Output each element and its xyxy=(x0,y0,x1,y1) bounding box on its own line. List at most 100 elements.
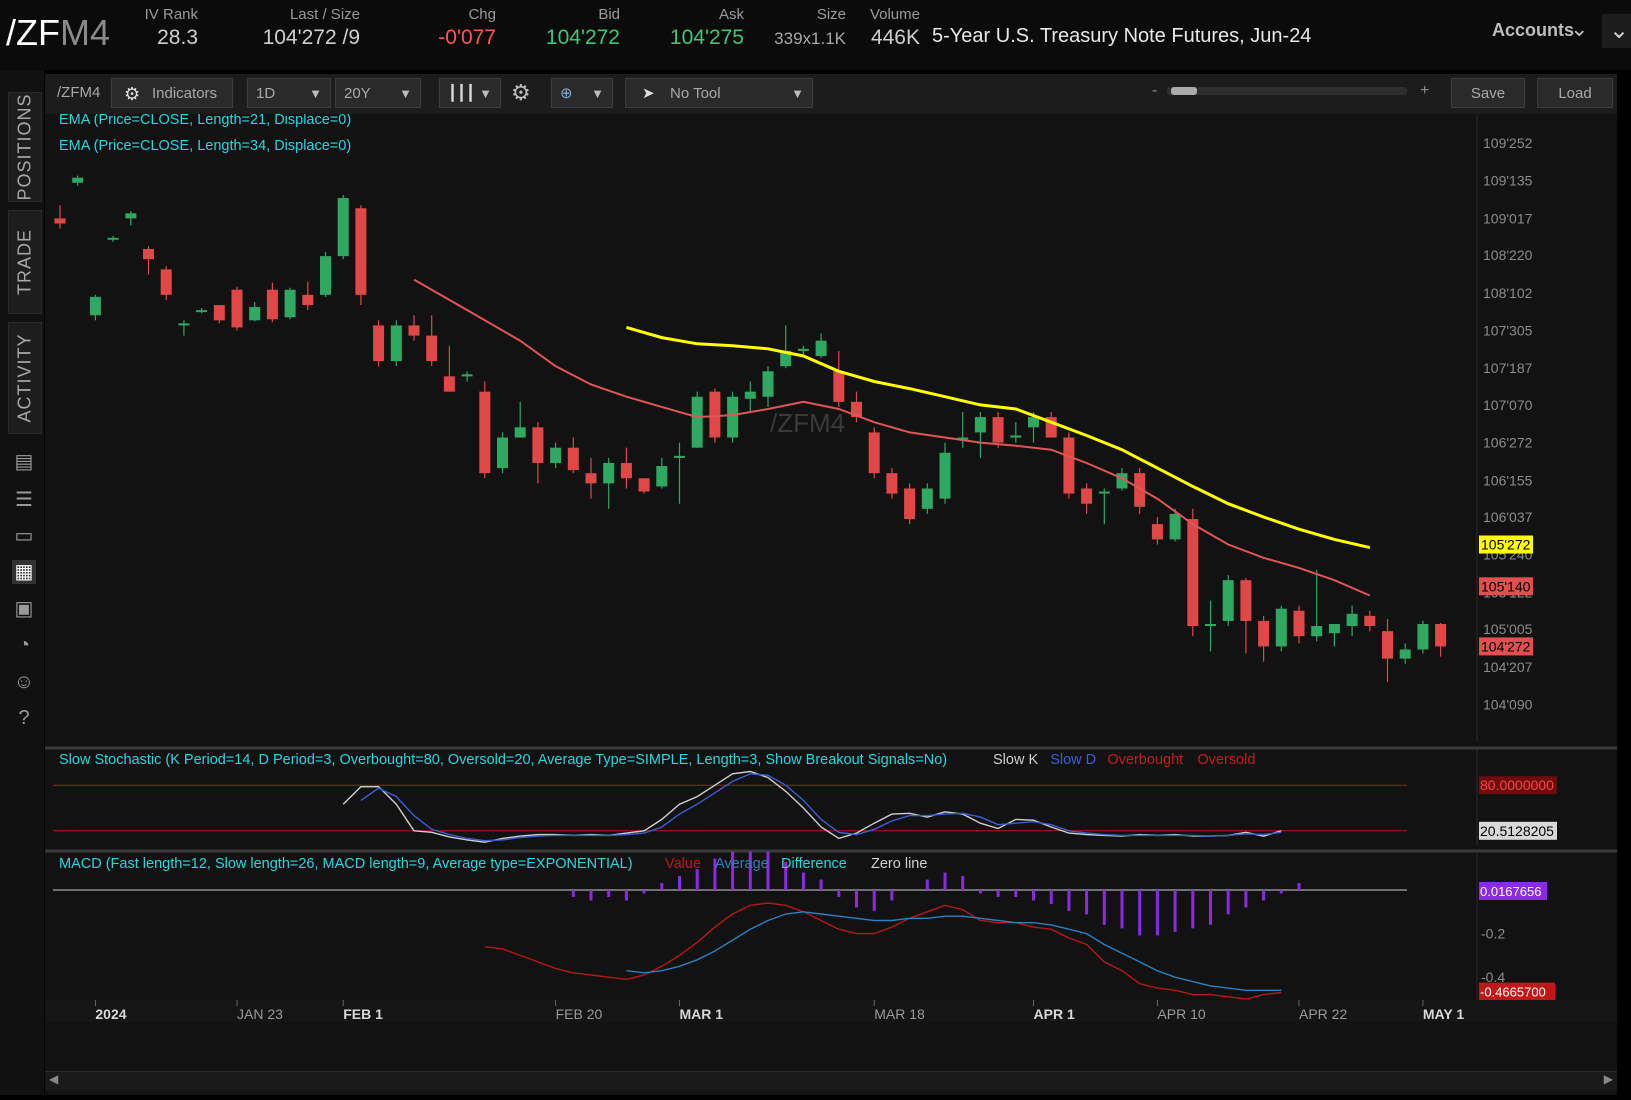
candle-body xyxy=(1063,437,1075,494)
price-tick-label: 107'305 xyxy=(1483,323,1533,339)
tab-trade[interactable]: TRADE xyxy=(8,210,42,314)
candle-body xyxy=(727,396,739,438)
symbol-root: /ZF xyxy=(6,12,60,53)
candle-body xyxy=(939,452,951,499)
x-tick-label: MAR 18 xyxy=(874,1006,925,1022)
last-price-badge xyxy=(1479,577,1533,596)
ema21-line xyxy=(413,278,1371,597)
help-icon[interactable]: ? xyxy=(18,707,30,729)
tv-icon[interactable]: ▭ xyxy=(14,525,34,547)
candle-body xyxy=(373,325,385,362)
candle-body xyxy=(426,335,438,362)
candle-body xyxy=(461,374,473,377)
list-icon[interactable]: ☰ xyxy=(15,489,33,511)
tab-positions[interactable]: POSITIONS xyxy=(8,92,42,202)
candle-body xyxy=(1240,580,1252,621)
horizontal-scrollbar[interactable]: ◀ ▶ xyxy=(45,1071,1617,1090)
tool-value: No Tool xyxy=(670,85,721,102)
symbol-watermark: /ZFM4 xyxy=(770,408,846,438)
candle-body xyxy=(1169,513,1181,540)
grid-chart-icon[interactable]: ▦ xyxy=(12,560,36,584)
accounts-chevron-icon[interactable]: ⌄ xyxy=(1570,16,1589,41)
drawing-set-select[interactable]: ⊕ ▼ xyxy=(551,78,613,108)
ema34-line xyxy=(625,325,1371,550)
bid-value[interactable]: 104'272 xyxy=(545,26,620,49)
scroll-left-icon[interactable]: ◀ xyxy=(49,1072,59,1086)
tiles-icon[interactable]: ▣ xyxy=(14,598,34,620)
price-tick-label: 106'037 xyxy=(1483,509,1533,525)
candle-body xyxy=(1187,519,1199,627)
gauge-icon[interactable]: ◔ xyxy=(17,634,31,656)
indicators-button[interactable]: ⚙ Indicators xyxy=(111,78,233,108)
chart-area[interactable]: 109'252 109'135 109'017 108'220 108'102 107'3… xyxy=(45,112,1617,1095)
chart-doc-icon[interactable]: ▤ xyxy=(14,451,34,473)
macd-legend-item: Value xyxy=(665,856,701,872)
candle-body xyxy=(762,371,774,397)
candle-body xyxy=(249,307,261,321)
candle-body xyxy=(797,348,809,351)
price-tick-label: 104'207 xyxy=(1483,659,1533,675)
candle-body xyxy=(72,177,84,183)
x-tick-label: MAY 1 xyxy=(1423,1006,1464,1022)
tab-activity[interactable]: ACTIVITY xyxy=(8,322,42,434)
last-price-text: 104'272 xyxy=(1481,638,1531,654)
save-button[interactable]: Save xyxy=(1451,78,1525,108)
timeframe-value: 20Y xyxy=(344,85,371,102)
candle-body xyxy=(620,462,632,479)
bid-label: Bid xyxy=(598,6,620,23)
macd-average-line xyxy=(626,911,1282,991)
candle-body xyxy=(1045,417,1057,438)
quote-header: /ZFM4 IV Rank 28.3 Last / Size 104'272 /9 … xyxy=(0,0,1631,70)
price-panel-bg xyxy=(45,114,1617,742)
macd-title: MACD (Fast length=12, Slow length=26, MA… xyxy=(59,856,633,872)
chevron-down-icon: ▼ xyxy=(479,86,492,101)
gear-icon[interactable]: ⚙ xyxy=(511,80,531,105)
tool-select[interactable]: ➤ No Tool ▼ xyxy=(625,78,813,108)
symbol-title[interactable]: /ZFM4 xyxy=(6,12,110,54)
x-tick-label: APR 10 xyxy=(1157,1006,1205,1022)
stoch-ob-badge xyxy=(1479,776,1557,795)
ask-value[interactable]: 104'275 xyxy=(669,26,744,49)
people-icon[interactable]: ☺ xyxy=(13,671,35,693)
stoch-slow-d-line xyxy=(360,773,1282,842)
chevron-down-icon: ⌄ xyxy=(1609,17,1630,44)
candle-body xyxy=(585,473,597,484)
candle-body xyxy=(443,376,455,392)
price-tick-label: 105'005 xyxy=(1483,621,1533,637)
size-label: Size xyxy=(816,6,846,23)
chart-canvas[interactable]: 109'252 109'135 109'017 108'220 108'102 107'3… xyxy=(45,112,1617,1095)
macd-value-badge xyxy=(1479,982,1555,1001)
volume-value: 446K xyxy=(870,26,920,49)
macd-panel: MACD (Fast length=12, Slow length=26, MA… xyxy=(45,849,1617,1001)
candle-body xyxy=(337,198,349,257)
instrument-description: 5-Year U.S. Treasury Note Futures, Jun-2… xyxy=(932,25,1312,47)
candle-body xyxy=(1293,610,1305,637)
zoom-slider[interactable] xyxy=(1167,87,1407,95)
zoom-slider-handle[interactable] xyxy=(1171,87,1197,95)
zoom-out-button[interactable]: - xyxy=(1152,82,1158,99)
accounts-menu[interactable]: Accounts xyxy=(1492,20,1575,40)
candle-body xyxy=(1081,488,1093,504)
x-tick-label: 2024 xyxy=(95,1006,126,1022)
x-axis: 2024 JAN 23 FEB 1 FEB 20 MAR 1 MAR 18 APR 1 APR… xyxy=(45,1000,1617,1022)
candle-body xyxy=(1382,631,1393,659)
volume: Volume 446K xyxy=(858,6,920,50)
chart-style-select[interactable]: ┃┃┃ ▼ xyxy=(439,78,501,108)
load-button[interactable]: Load xyxy=(1537,78,1613,108)
volume-label: Volume xyxy=(869,6,920,23)
candle-body xyxy=(355,208,367,295)
ask: Ask 104'275 xyxy=(664,6,744,50)
chevron-down-icon: ▼ xyxy=(591,86,604,101)
scroll-right-icon[interactable]: ▶ xyxy=(1603,1072,1613,1086)
aggregation-select[interactable]: 1D ▼ xyxy=(247,78,331,108)
last-price-text: 105'140 xyxy=(1481,578,1531,594)
collapse-button[interactable]: ⌄ xyxy=(1602,14,1631,48)
timeframe-select[interactable]: 20Y ▼ xyxy=(335,78,421,108)
x-tick-label: FEB 1 xyxy=(343,1006,383,1022)
stoch-legend-item: Slow D xyxy=(1050,752,1096,768)
zoom-in-button[interactable]: + xyxy=(1420,82,1430,99)
candle-body xyxy=(1311,626,1323,637)
indicators-label: Indicators xyxy=(152,85,218,102)
tab-trade-label: TRADE xyxy=(14,228,35,296)
price-tick-label: 106'155 xyxy=(1483,472,1533,488)
